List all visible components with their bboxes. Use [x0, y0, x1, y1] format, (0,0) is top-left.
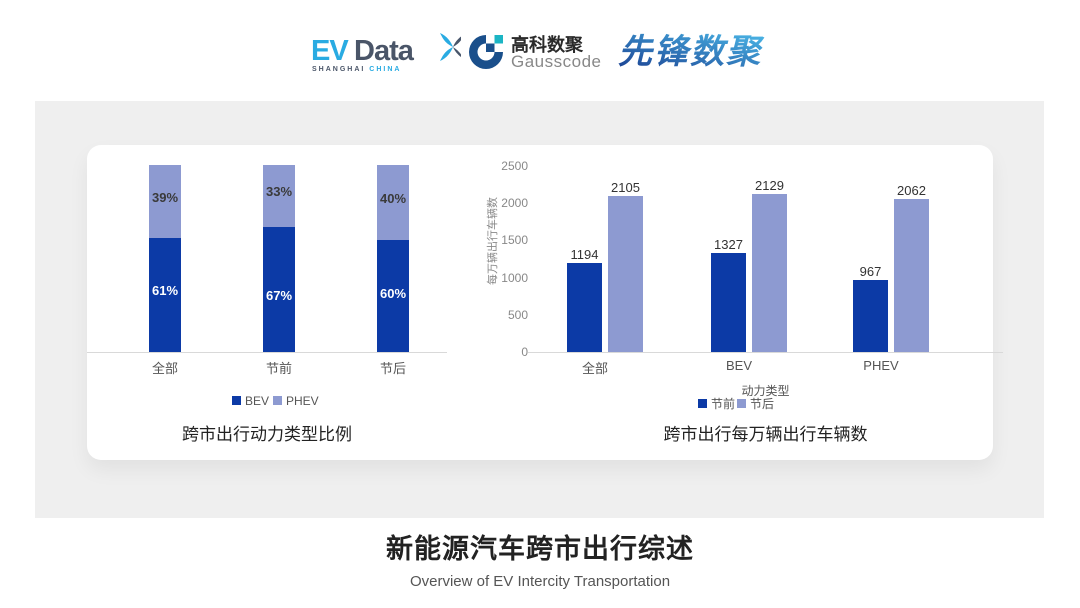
svg-text:先锋数聚: 先锋数聚: [618, 33, 765, 71]
svg-text:EV: EV: [311, 35, 349, 67]
svg-text:Gausscode: Gausscode: [511, 52, 602, 71]
svg-text:Data: Data: [354, 35, 415, 67]
svg-text:SHANGHAI CHINA: SHANGHAI CHINA: [312, 66, 401, 73]
